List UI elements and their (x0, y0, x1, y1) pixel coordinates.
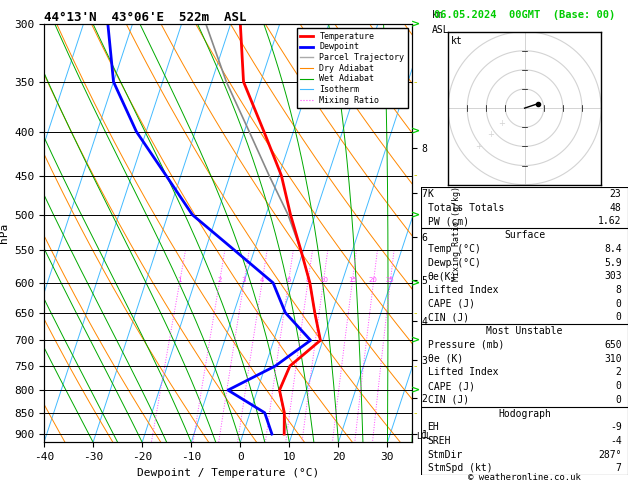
Text: EH: EH (428, 422, 440, 432)
Text: 650: 650 (604, 340, 621, 350)
Text: K: K (428, 189, 433, 199)
Text: +: + (487, 130, 494, 139)
Text: 10: 10 (319, 277, 328, 283)
Text: >: > (411, 19, 420, 29)
Text: 6: 6 (286, 277, 291, 283)
Text: 0: 0 (616, 299, 621, 309)
Text: CAPE (J): CAPE (J) (428, 381, 475, 391)
Text: 303: 303 (604, 271, 621, 281)
Text: Lifted Index: Lifted Index (428, 367, 498, 378)
Text: CIN (J): CIN (J) (428, 312, 469, 323)
Text: CAPE (J): CAPE (J) (428, 299, 475, 309)
Text: 25: 25 (386, 277, 394, 283)
Text: Hodograph: Hodograph (498, 409, 551, 418)
Text: 1.62: 1.62 (598, 216, 621, 226)
Text: 15: 15 (348, 277, 357, 283)
Text: >: > (411, 335, 420, 346)
X-axis label: Dewpoint / Temperature (°C): Dewpoint / Temperature (°C) (137, 468, 319, 478)
Text: SREH: SREH (428, 436, 451, 446)
Text: Temp (°C): Temp (°C) (428, 244, 481, 254)
Text: Pressure (mb): Pressure (mb) (428, 340, 504, 350)
Text: Most Unstable: Most Unstable (486, 326, 563, 336)
Text: -: - (413, 171, 417, 180)
Text: 2: 2 (217, 277, 221, 283)
Text: +: + (498, 119, 505, 128)
Text: +: + (476, 142, 482, 151)
Text: Lifted Index: Lifted Index (428, 285, 498, 295)
Text: © weatheronline.co.uk: © weatheronline.co.uk (468, 473, 581, 482)
Y-axis label: hPa: hPa (0, 223, 9, 243)
Text: Mixing Ratio (g/kg): Mixing Ratio (g/kg) (452, 186, 460, 281)
Text: >: > (411, 385, 420, 395)
Text: 8.4: 8.4 (604, 244, 621, 254)
Legend: Temperature, Dewpoint, Parcel Trajectory, Dry Adiabat, Wet Adiabat, Isotherm, Mi: Temperature, Dewpoint, Parcel Trajectory… (297, 29, 408, 108)
Text: Dewp (°C): Dewp (°C) (428, 258, 481, 268)
Text: 0: 0 (616, 381, 621, 391)
Text: StmSpd (kt): StmSpd (kt) (428, 464, 493, 473)
Text: 8: 8 (306, 277, 310, 283)
Text: 1: 1 (177, 277, 182, 283)
Text: 23: 23 (610, 189, 621, 199)
Text: -9: -9 (610, 422, 621, 432)
Text: 20: 20 (369, 277, 378, 283)
Text: 2: 2 (616, 367, 621, 378)
Text: -: - (413, 308, 417, 318)
Text: 06.05.2024  00GMT  (Base: 00): 06.05.2024 00GMT (Base: 00) (434, 10, 615, 20)
Text: >: > (411, 210, 420, 220)
Text: CIN (J): CIN (J) (428, 395, 469, 405)
Text: 5.9: 5.9 (604, 258, 621, 268)
Text: >: > (411, 126, 420, 137)
Text: -4: -4 (610, 436, 621, 446)
Text: -: - (413, 408, 417, 418)
Text: 44°13'N  43°06'E  522m  ASL: 44°13'N 43°06'E 522m ASL (44, 11, 247, 24)
Text: >: > (411, 278, 420, 288)
Text: kt: kt (451, 36, 463, 46)
Text: 0: 0 (616, 312, 621, 323)
Text: 4: 4 (260, 277, 264, 283)
Text: 48: 48 (610, 203, 621, 213)
Text: LCL: LCL (416, 432, 431, 441)
Text: km: km (432, 10, 444, 20)
Text: StmDir: StmDir (428, 450, 463, 460)
Text: ASL: ASL (432, 25, 450, 35)
Text: 287°: 287° (598, 450, 621, 460)
Text: 310: 310 (604, 354, 621, 364)
Text: Totals Totals: Totals Totals (428, 203, 504, 213)
Text: -: - (413, 361, 417, 371)
Text: 8: 8 (616, 285, 621, 295)
Text: θe (K): θe (K) (428, 354, 463, 364)
Text: θe(K): θe(K) (428, 271, 457, 281)
Text: -: - (413, 77, 417, 87)
Text: PW (cm): PW (cm) (428, 216, 469, 226)
Text: 0: 0 (616, 395, 621, 405)
Text: Surface: Surface (504, 230, 545, 240)
Text: 7: 7 (616, 464, 621, 473)
Text: 3: 3 (242, 277, 246, 283)
